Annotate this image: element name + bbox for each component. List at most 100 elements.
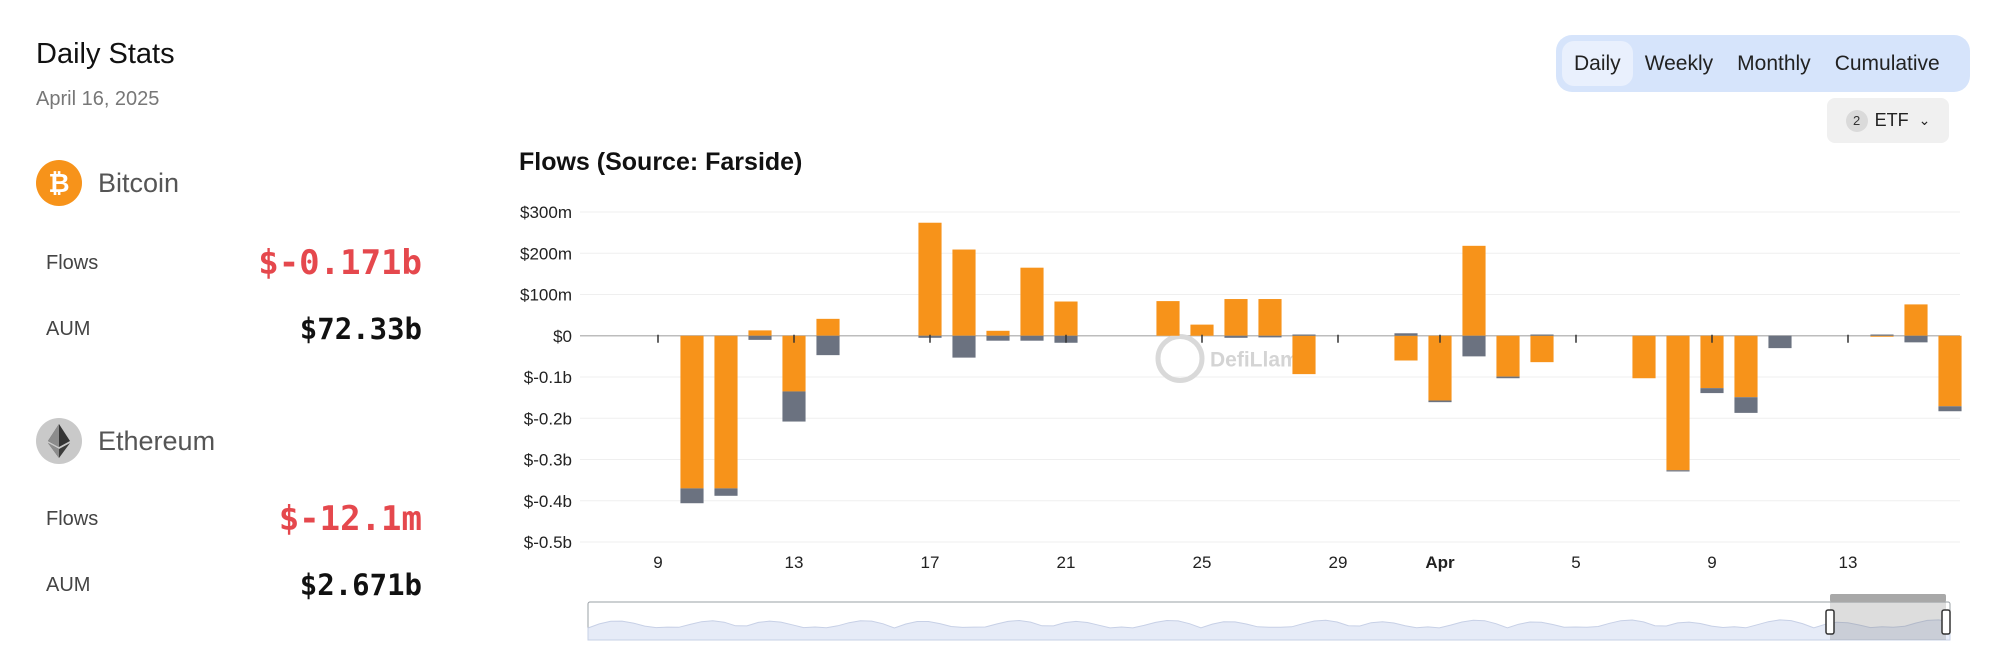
- ethereum-header: Ethereum: [36, 418, 215, 464]
- ethereum-flow-bar: [1530, 334, 1554, 336]
- y-tick-label: $300m: [520, 203, 572, 222]
- ethereum-flow-bar: [1020, 335, 1044, 341]
- chart-axes: $300m $200m $100m $0 $-0.1b $-0.2b $-0.3b $-0.4…: [520, 203, 1857, 572]
- ethereum-flow-bar: [1870, 334, 1894, 336]
- x-tick-label: Apr: [1425, 553, 1455, 572]
- bitcoin-flow-bar: [1496, 335, 1520, 377]
- ethereum-flow-bar: [1394, 333, 1418, 336]
- zoom-overview-area: [587, 619, 1951, 641]
- etf-filter-button[interactable]: 2 ETF ⌄: [1827, 98, 1949, 143]
- defillama-logo-icon: [1155, 333, 1205, 383]
- bitcoin-aum-value: $72.33b: [299, 312, 422, 346]
- x-tick-label: 29: [1329, 553, 1348, 572]
- bitcoin-flow-bar: [680, 335, 704, 489]
- bitcoin-flow-bar: [1870, 335, 1894, 337]
- bitcoin-flow-bar: [1938, 335, 1962, 407]
- ethereum-flow-bar: [782, 391, 806, 422]
- tab-daily[interactable]: Daily: [1562, 41, 1633, 86]
- y-tick-label: $100m: [520, 286, 572, 305]
- defillama-watermark: DefiLlama: [1155, 333, 1311, 383]
- ethereum-aum-label: AUM: [46, 574, 91, 596]
- ethereum-flow-bar: [1292, 334, 1316, 336]
- ethereum-flow-bar: [1904, 335, 1928, 343]
- y-tick-label: $-0.4b: [524, 492, 572, 511]
- stats-date: April 16, 2025: [36, 88, 160, 110]
- ethereum-flow-bar: [816, 335, 840, 356]
- bitcoin-flow-bar: [1530, 335, 1554, 363]
- bitcoin-flow-bar: [1666, 335, 1690, 471]
- ethereum-flow-bar: [1496, 376, 1520, 379]
- ethereum-flow-bar: [1700, 388, 1724, 394]
- bitcoin-flow-bar: [1428, 335, 1452, 401]
- bitcoin-flow-bar: [1462, 245, 1486, 336]
- chart-title: Flows (Source: Farside): [519, 148, 803, 176]
- chart-zoom-slider[interactable]: [587, 594, 1951, 641]
- bitcoin-flow-bar: [1632, 335, 1656, 379]
- flows-chart: DefiLlama $300m$200m$100m$0$-0.1b$-0.2b$…: [520, 203, 1962, 641]
- etf-count-badge: 2: [1845, 109, 1868, 132]
- y-tick-label: $-0.3b: [524, 451, 572, 470]
- ethereum-flow-bar: [1428, 400, 1452, 403]
- bitcoin-flow-bar: [1020, 267, 1044, 336]
- bitcoin-flows-value: $-0.171b: [258, 243, 422, 283]
- ethereum-flow-bar: [1224, 335, 1248, 338]
- bitcoin-flows-label: Flows: [46, 252, 99, 274]
- zoom-handle: [1825, 609, 1835, 635]
- bitcoin-flow-bar: [918, 222, 942, 336]
- x-tick-label: 21: [1057, 553, 1076, 572]
- chevron-down-icon: ⌄: [1918, 112, 1931, 128]
- ethereum-flow-bar: [1258, 335, 1282, 338]
- bitcoin-flow-bar: [986, 330, 1010, 336]
- tab-weekly[interactable]: Weekly: [1644, 51, 1714, 75]
- timeframe-tabs: Daily Weekly Monthly Cumulative: [1556, 35, 1970, 92]
- bitcoin-flow-bar: [1904, 304, 1928, 336]
- tab-cumulative[interactable]: Cumulative: [1834, 51, 1940, 75]
- x-tick-label: 9: [1707, 553, 1716, 572]
- bitcoin-flow-bar: [1224, 299, 1248, 336]
- ethereum-flow-bar: [1462, 335, 1486, 357]
- ethereum-flow-bar: [1666, 470, 1690, 472]
- ethereum-flow-bar: [952, 335, 976, 358]
- bitcoin-flow-bar: [714, 335, 738, 489]
- zoom-selection: [1830, 602, 1946, 640]
- bitcoin-flow-bar: [1734, 335, 1758, 398]
- bitcoin-flow-bar: [748, 330, 772, 336]
- ethereum-flow-bar: [1938, 406, 1962, 412]
- bitcoin-flow-bar: [952, 249, 976, 336]
- bitcoin-aum-label: AUM: [46, 318, 91, 340]
- ethereum-flow-bar: [1768, 335, 1792, 349]
- ethereum-flow-bar: [1734, 397, 1758, 413]
- y-tick-label: $-0.2b: [524, 409, 572, 428]
- chart-bars: [680, 222, 1962, 504]
- ethereum-flow-bar: [680, 488, 704, 504]
- bitcoin-flow-bar: [1292, 335, 1316, 375]
- zoom-handle: [1941, 609, 1951, 635]
- ethereum-flows-label: Flows: [46, 508, 99, 530]
- watermark-text: DefiLlama: [1210, 348, 1311, 371]
- ethereum-icon: [36, 418, 82, 464]
- y-tick-label: $-0.1b: [524, 368, 572, 387]
- x-tick-label: 17: [921, 553, 940, 572]
- bitcoin-flow-bar: [1190, 324, 1214, 336]
- y-tick-label: $0: [553, 327, 572, 346]
- page-title: Daily Stats: [36, 38, 175, 70]
- y-tick-label: $200m: [520, 244, 572, 263]
- x-tick-label: 13: [785, 553, 804, 572]
- zoom-drag-bar: [1830, 594, 1946, 602]
- ethereum-name: Ethereum: [98, 425, 216, 456]
- bitcoin-flow-bar: [1394, 335, 1418, 361]
- x-tick-label: 25: [1193, 553, 1212, 572]
- bitcoin-flow-bar: [782, 335, 806, 392]
- bitcoin-flow-bar: [1156, 301, 1180, 336]
- ethereum-flow-bar: [986, 335, 1010, 341]
- x-tick-label: 9: [653, 553, 662, 572]
- bitcoin-name: Bitcoin: [98, 167, 180, 198]
- tab-monthly[interactable]: Monthly: [1737, 51, 1811, 75]
- x-tick-label: 13: [1839, 553, 1858, 572]
- etf-filter-label: ETF: [1874, 110, 1909, 130]
- y-tick-label: $-0.5b: [524, 533, 572, 552]
- ethereum-flow-bar: [714, 488, 738, 496]
- bitcoin-flow-bar: [1054, 301, 1078, 336]
- bitcoin-flow-bar: [816, 318, 840, 336]
- ethereum-flows-value: $-12.1m: [278, 499, 422, 539]
